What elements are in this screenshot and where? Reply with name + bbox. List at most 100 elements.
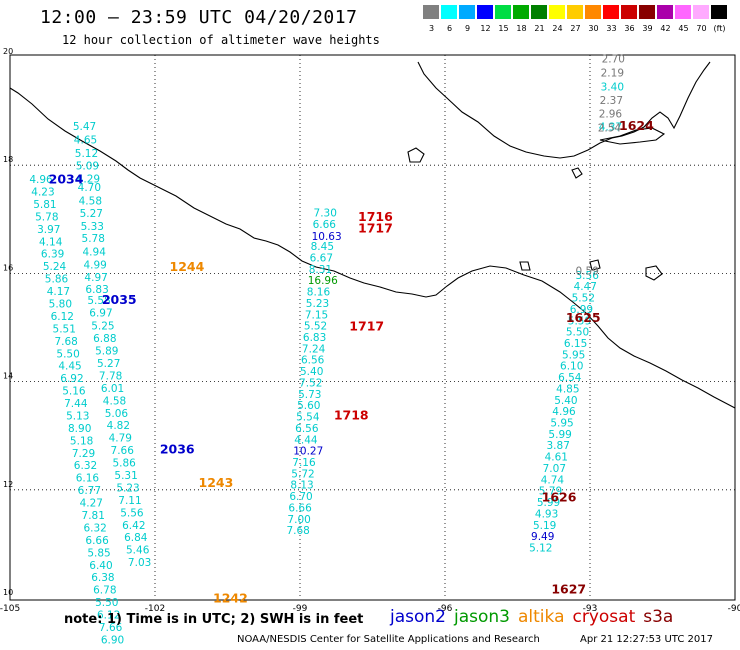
wave-height-value: 5.40 [554,395,577,407]
wave-height-value: 5.78 [35,211,58,223]
wave-height-value: 5.12 [529,542,552,554]
wave-height-value: 4.65 [74,135,97,147]
wave-height-value: 6.66 [288,502,312,514]
map-title: 12:00 – 23:59 UTC 04/20/2017 [40,7,358,28]
colorbar-swatch [459,5,476,19]
wave-height-value: 5.99 [537,497,560,509]
map-gridlines [10,55,735,598]
wave-height-value: 4.85 [556,383,579,395]
credit-line: NOAA/NESDIS Center for Satellite Applica… [237,634,540,645]
colorbar-label: 15 [498,24,509,33]
wave-height-value: 2.96 [599,109,623,121]
colorbar-label: 70 [696,24,707,33]
pass-time-label: 2034 [49,172,84,187]
wave-height-value: 5.25 [91,321,114,333]
colorbar-swatch [549,5,566,19]
colorbar-label: 6 [446,24,453,33]
wave-height-value: 7.78 [99,370,122,382]
x-tick-label: -96 [438,604,453,614]
wave-height-value: 4.23 [31,186,54,198]
wave-height-value: 7.03 [128,557,151,569]
wave-height-value: 5.95 [562,349,585,361]
pass-time-label: 1242 [213,590,248,605]
island-d [519,261,531,271]
wave-height-value: 5.95 [550,418,573,430]
wave-height-value: 5.46 [126,545,150,557]
colorbar-swatch [477,5,494,19]
colorbar-label: 12 [480,24,491,33]
wave-height-value: 6.15 [564,338,587,350]
pass-time-label: 1243 [199,475,234,490]
y-tick-label: 14 [3,372,13,381]
colorbar-swatch [531,5,548,19]
island-c [645,265,663,281]
track-c-green: 16.96 [308,275,338,287]
wave-height-value: 7.66 [111,445,135,457]
wave-height-value: 6.66 [85,535,109,547]
wave-height-value: 5.99 [548,429,571,441]
y-tick-label: 18 [3,155,13,164]
axis-tick-labels: -105 -102 -99 -96 -93 -90 20 18 16 14 12 10 [0,47,740,614]
track-a-cyan: 5.474.655.125.094.294.704.585.275.335.78… [73,121,151,569]
legend-cryosat: cryosat [572,607,636,627]
wave-height-value: 9.49 [531,531,554,543]
wave-height-value: 4.61 [545,452,568,464]
colorbar-swatch [657,5,674,19]
wave-height-value: 7.24 [302,343,326,355]
wave-height-value: 6.66 [313,219,337,231]
colorbar-label: 39 [642,24,653,33]
wave-height-value: 5.27 [80,208,103,220]
wave-height-value: 5.51 [53,323,76,335]
pass-time-label: 1717 [358,220,393,235]
wave-height-value: 4.27 [80,498,103,510]
map-subtitle: 12 hour collection of altimeter wave hei… [62,33,380,47]
wave-height-value: 7.11 [118,495,141,507]
colorbar-swatch [603,5,620,19]
pass-time-label: 1627 [551,582,586,597]
wave-height-value: 6.90 [101,634,124,646]
wave-height-value: 5.23 [306,298,329,310]
legend-jason3: jason3 [454,607,510,627]
colorbar-swatch [567,5,584,19]
wave-height-value: 4.44 [294,434,318,446]
legend-s3a: s3a [643,607,674,627]
wave-height-value: 7.16 [292,457,316,469]
pass-time-label: 1624 [619,118,654,133]
wave-height-value: 16.96 [308,275,338,287]
wave-height-value: 5.31 [114,470,137,482]
wave-height-value: 5.56 [120,507,144,519]
wave-height-value: 6.42 [122,520,145,532]
colorbar-label: 27 [570,24,581,33]
wave-height-value: 4.29 [77,174,100,186]
wave-height-value: 7.68 [54,336,77,348]
wave-height-value: 6.84 [124,532,148,544]
colorbar-label: 42 [660,24,671,33]
generated-timestamp: Apr 21 12:27:53 UTC 2017 [580,634,713,645]
wave-height-value: 6.67 [310,252,333,264]
wave-height-value: 5.50 [95,597,118,609]
wave-height-value: 6.83 [85,284,108,296]
wave-height-value: 6.40 [89,560,112,572]
wave-height-value: 7.44 [64,398,88,410]
wave-height-value: 7.66 [99,622,123,634]
wave-height-value: 5.58 [87,295,110,307]
wave-height-value: 6.78 [93,585,116,597]
wave-height-value: 3.56 [576,270,600,282]
x-tick-label: -102 [145,604,165,614]
wave-height-value: 6.39 [41,249,64,261]
wave-height-value: 6.56 [295,423,319,435]
wave-height-value: 5.06 [105,408,129,420]
wave-height-value: 5.50 [566,327,589,339]
wave-height-value: 4.96 [29,174,53,186]
wave-height-value: 5.47 [73,121,96,133]
wave-height-value: 6.83 [303,332,326,344]
colorbar-label: 3 [428,24,435,33]
wave-height-value: 4.96 [552,406,576,418]
track-b-cyan: 4.964.235.815.783.974.146.395.245.864.17… [29,174,124,646]
pass-time-label: 2035 [102,292,137,307]
pass-time-label: 2036 [160,442,195,457]
coastline-mainland [9,87,736,409]
wave-height-value: 4.82 [107,420,130,432]
legend-jason2: jason2 [390,607,446,627]
wave-height-value: 10.27 [293,446,323,458]
